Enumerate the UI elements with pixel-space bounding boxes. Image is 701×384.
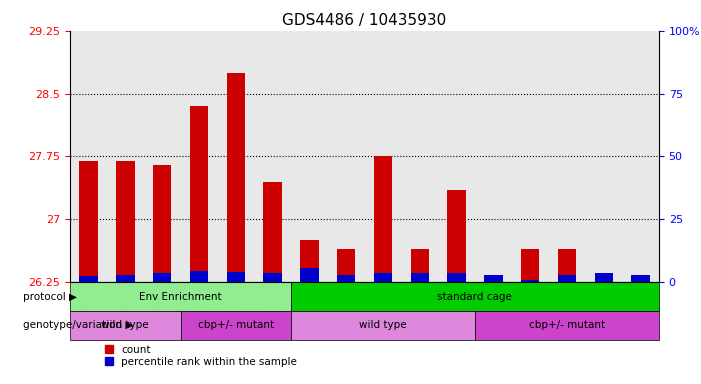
- Bar: [264, 273, 282, 282]
- Bar: [632, 275, 650, 282]
- Text: cbp+/- mutant: cbp+/- mutant: [529, 320, 605, 330]
- Bar: [521, 280, 539, 282]
- FancyBboxPatch shape: [70, 282, 291, 311]
- Bar: [558, 249, 576, 282]
- Text: cbp+/- mutant: cbp+/- mutant: [198, 320, 274, 330]
- Bar: [300, 240, 318, 282]
- FancyBboxPatch shape: [291, 311, 475, 340]
- Bar: [190, 106, 208, 282]
- Text: Env Enrichment: Env Enrichment: [139, 291, 222, 301]
- Bar: [447, 190, 465, 282]
- Bar: [264, 182, 282, 282]
- Bar: [153, 273, 171, 282]
- Bar: [116, 275, 135, 282]
- Bar: [190, 271, 208, 282]
- Bar: [447, 273, 465, 282]
- Bar: [594, 273, 613, 282]
- Title: GDS4486 / 10435930: GDS4486 / 10435930: [283, 13, 447, 28]
- Bar: [79, 276, 97, 282]
- Bar: [374, 273, 392, 282]
- Bar: [484, 275, 503, 282]
- Bar: [116, 161, 135, 282]
- FancyBboxPatch shape: [475, 311, 659, 340]
- Bar: [337, 275, 355, 282]
- Text: wild type: wild type: [359, 320, 407, 330]
- Bar: [79, 161, 97, 282]
- Bar: [226, 272, 245, 282]
- Bar: [594, 274, 613, 282]
- Bar: [411, 273, 429, 282]
- Legend: count, percentile rank within the sample: count, percentile rank within the sample: [104, 345, 297, 367]
- FancyBboxPatch shape: [291, 282, 659, 311]
- Bar: [153, 165, 171, 282]
- Bar: [300, 268, 318, 282]
- Text: standard cage: standard cage: [437, 291, 512, 301]
- Bar: [337, 249, 355, 282]
- Text: protocol ▶: protocol ▶: [23, 291, 77, 301]
- Bar: [484, 278, 503, 282]
- FancyBboxPatch shape: [70, 311, 181, 340]
- Bar: [558, 275, 576, 282]
- Text: wild type: wild type: [102, 320, 149, 330]
- Bar: [521, 249, 539, 282]
- Bar: [374, 156, 392, 282]
- Bar: [226, 73, 245, 282]
- FancyBboxPatch shape: [181, 311, 291, 340]
- Text: genotype/variation ▶: genotype/variation ▶: [23, 320, 133, 330]
- Bar: [411, 249, 429, 282]
